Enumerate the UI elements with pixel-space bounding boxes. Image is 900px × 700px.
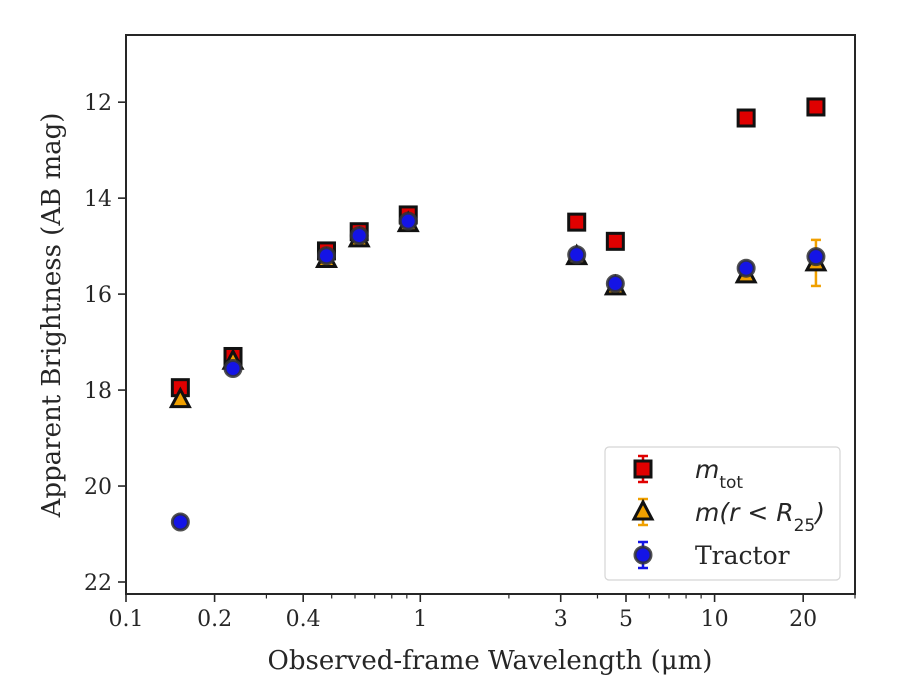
data-point: [605, 274, 625, 294]
axes: 0.1 0.2 0.4 1 3 5 10 20 12 14 16 18 20 22: [84, 34, 856, 632]
y-tick-label: 22: [84, 571, 112, 596]
data-point: [398, 211, 418, 231]
plot-area: [168, 97, 828, 532]
x-tick-label: 0.1: [109, 607, 144, 632]
legend-label: mtot: [695, 455, 743, 493]
x-tick-label: 5: [619, 607, 633, 632]
y-tick-label: 18: [84, 379, 112, 404]
x-tick-label: 0.2: [197, 607, 232, 632]
legend-marker: [633, 545, 653, 565]
x-tick-label: 1: [413, 607, 427, 632]
data-point: [736, 258, 756, 278]
legend-label: Tractor: [695, 541, 790, 570]
y-tick-label: 12: [84, 91, 112, 116]
y-axis-title: Apparent Brightness (AB mag): [37, 113, 67, 519]
data-point: [567, 212, 587, 232]
legend-entry: Tractor: [633, 540, 790, 570]
data-point: [806, 247, 826, 267]
legend-marker: [633, 459, 653, 479]
data-point: [806, 97, 826, 117]
data-point: [223, 358, 243, 378]
x-axis-title: Observed-frame Wavelength (μm): [268, 646, 713, 676]
plot-frame: [125, 34, 856, 595]
x-tick-label: 0.4: [286, 607, 321, 632]
legend-label: m(r < R25): [695, 498, 825, 536]
legend: mtot m(r < R25) Tractor: [604, 446, 841, 581]
y-tick-label: 20: [84, 475, 112, 500]
data-point: [736, 108, 756, 128]
legend-marker: [631, 498, 655, 521]
x-tick-label: 10: [701, 607, 729, 632]
data-point: [605, 231, 625, 251]
legend-entry: m(r < R25): [631, 497, 825, 536]
data-point: [168, 386, 192, 409]
legend-entry: mtot: [633, 454, 743, 493]
x-tick-label: 20: [789, 607, 817, 632]
y-tick-label: 14: [84, 187, 112, 212]
data-point: [567, 245, 587, 265]
legend-frame: [604, 446, 841, 581]
data-point: [349, 226, 369, 246]
y-tick-label: 16: [84, 283, 112, 308]
x-tick-label: 3: [554, 607, 568, 632]
data-point: [170, 512, 190, 532]
data-point: [316, 246, 336, 266]
series-tractor: [170, 211, 826, 532]
